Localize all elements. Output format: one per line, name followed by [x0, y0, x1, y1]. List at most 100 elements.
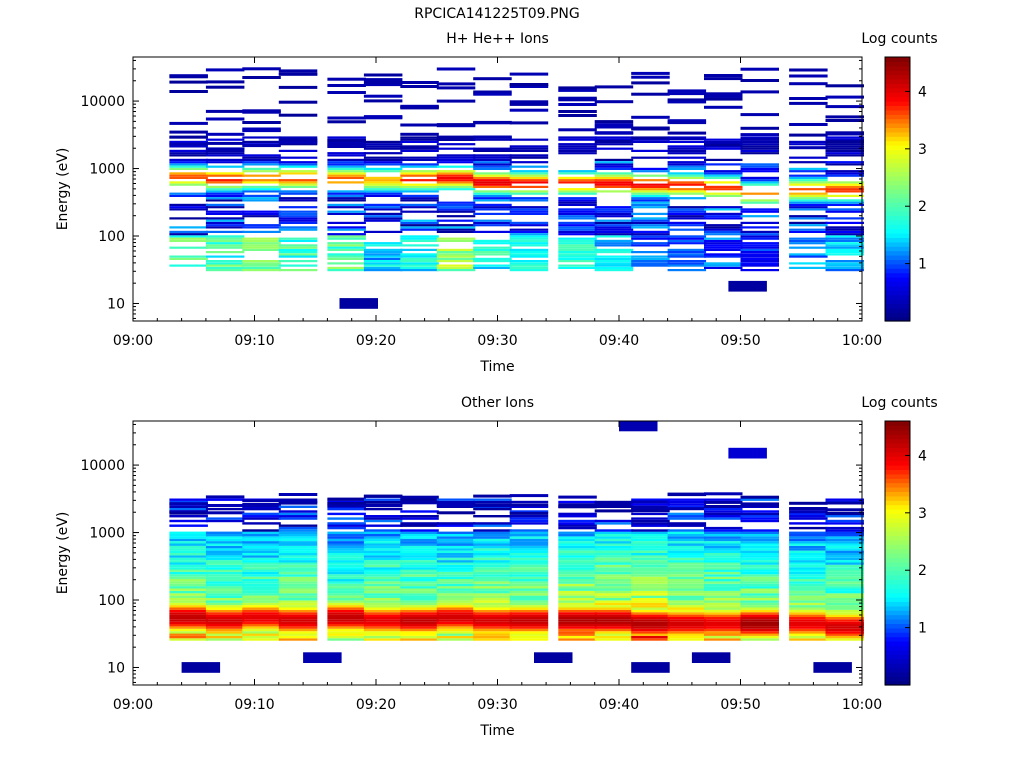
heatmap-cell [400, 607, 439, 610]
heatmap-cell [436, 626, 476, 629]
heatmap-cell [704, 614, 743, 617]
heatmap-cell [740, 633, 779, 636]
heatmap-cell [473, 161, 512, 164]
heatmap-cell [242, 197, 281, 200]
heatmap-cell [205, 179, 245, 182]
heatmap-cell [704, 505, 743, 508]
heatmap-cell [400, 621, 439, 625]
heatmap-cell [558, 110, 597, 113]
heatmap-cell [631, 226, 670, 229]
heatmap-cell [205, 132, 245, 136]
heatmap-cell [558, 616, 597, 620]
heatmap-cell [740, 545, 779, 549]
heatmap-cell [327, 206, 366, 209]
heatmap-cell [205, 564, 245, 568]
colorbar-segment [885, 158, 910, 164]
heatmap-cell [473, 185, 512, 188]
heatmap-cell [740, 624, 779, 627]
heatmap-cell [740, 176, 779, 179]
heatmap-cell [205, 264, 245, 267]
heatmap-cell [473, 564, 512, 568]
heatmap-cell [278, 183, 318, 186]
heatmap-cell [631, 564, 670, 568]
heatmap-cell [363, 253, 403, 256]
heatmap-cell [825, 529, 864, 532]
heatmap-cell [509, 102, 549, 106]
heatmap-cell [169, 130, 208, 134]
heatmap-cell [436, 264, 476, 267]
heatmap-cell [205, 616, 245, 620]
heatmap-cell [667, 221, 707, 224]
heatmap-cell [278, 569, 318, 572]
heatmap-cell [631, 571, 670, 575]
heatmap-cell [740, 113, 779, 117]
heatmap-cell [363, 600, 403, 603]
heatmap-cell [825, 221, 864, 224]
heatmap-cell [704, 562, 743, 565]
heatmap-cell [242, 576, 281, 580]
heatmap-cell [825, 174, 864, 177]
heatmap-cell [278, 206, 318, 209]
heatmap-cell [631, 619, 670, 622]
heatmap-cell [631, 545, 670, 549]
heatmap-cell [436, 550, 476, 553]
heatmap-cell [278, 181, 318, 184]
heatmap-cell [691, 652, 731, 663]
heatmap-cell [205, 117, 245, 121]
heatmap-cell [205, 600, 245, 603]
heatmap-cell [400, 174, 439, 177]
heatmap-cell [825, 248, 864, 251]
heatmap-cell [205, 219, 245, 222]
colorbar-segment [885, 70, 910, 76]
heatmap-cell [704, 246, 743, 249]
colorbar-segment [885, 246, 910, 252]
heatmap-cell [436, 215, 476, 218]
heatmap-cell [789, 215, 828, 218]
heatmap-cell [740, 237, 779, 240]
heatmap-cell [400, 262, 439, 265]
heatmap-cell [473, 120, 512, 124]
heatmap-cell [789, 607, 828, 610]
heatmap-cell [558, 638, 597, 641]
heatmap-cell [363, 215, 403, 218]
heatmap-cell [278, 593, 318, 596]
heatmap-cell [400, 260, 439, 263]
heatmap-cell [825, 526, 864, 530]
heatmap-cell [558, 96, 597, 100]
heatmap-cell [594, 564, 634, 568]
heatmap-cell [740, 230, 779, 233]
heatmap-cell [278, 545, 318, 549]
heatmap-cell [594, 581, 634, 584]
heatmap-cell [704, 206, 743, 209]
heatmap-cell [473, 531, 512, 534]
heatmap-cell [789, 167, 828, 170]
heatmap-cell [169, 553, 208, 556]
heatmap-cell [205, 631, 245, 634]
heatmap-cell [363, 548, 403, 551]
heatmap-cell [667, 631, 707, 634]
heatmap-cell [205, 203, 245, 206]
heatmap-cell [789, 626, 828, 629]
heatmap-cell [594, 538, 634, 542]
heatmap-cell [169, 194, 208, 197]
heatmap-cell [363, 185, 403, 188]
heatmap-cell [278, 586, 318, 589]
heatmap-cell [205, 576, 245, 580]
heatmap-cell [242, 237, 281, 240]
x-tick-label: 09:30 [477, 697, 517, 713]
y-axis-label: Energy (eV) [55, 148, 71, 231]
heatmap-cell [169, 500, 208, 504]
heatmap-cell [400, 581, 439, 584]
heatmap-cell [436, 588, 476, 591]
heatmap-cell [436, 560, 476, 563]
heatmap-cell [704, 105, 743, 109]
heatmap-cell [667, 541, 707, 544]
heatmap-cell [558, 583, 597, 587]
heatmap-cell [205, 624, 245, 627]
heatmap-cell [825, 269, 864, 272]
heatmap-cell [667, 593, 707, 596]
heatmap-cell [169, 545, 208, 549]
heatmap-cell [400, 555, 439, 558]
heatmap-cell [242, 628, 281, 632]
heatmap-cell [631, 149, 670, 152]
